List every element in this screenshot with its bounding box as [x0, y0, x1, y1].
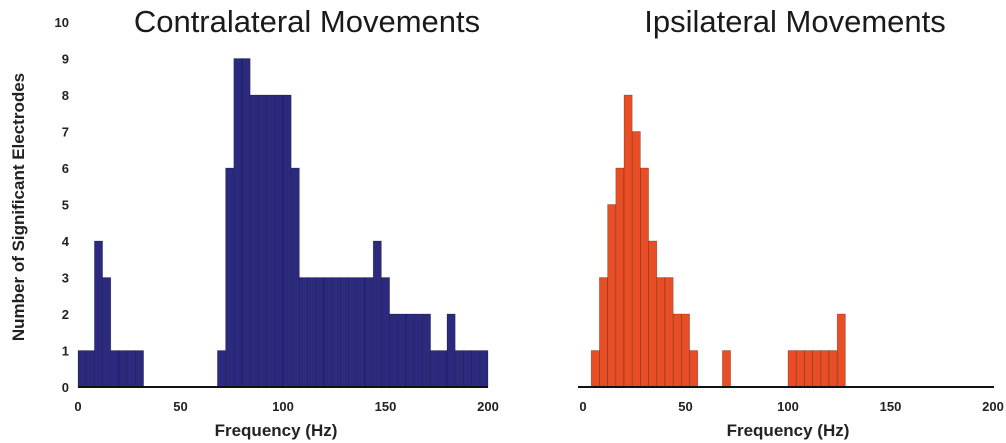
histogram-bar [664, 277, 674, 388]
histogram-bar [323, 277, 333, 388]
x-tick-label: 150 [375, 399, 397, 414]
histogram-bar [274, 94, 284, 388]
histogram-bar [795, 350, 805, 388]
histogram-bar [648, 240, 658, 388]
ipsilateral-bars [590, 94, 846, 388]
y-tick-label: 6 [62, 161, 69, 176]
histogram-bar [102, 277, 112, 388]
histogram-bar [85, 350, 95, 388]
x-tick-label: 50 [173, 399, 187, 414]
x-tick-label: 0 [579, 399, 586, 414]
histogram-bar [307, 277, 317, 388]
histogram-bar [804, 350, 813, 388]
x-tick-label: 200 [477, 399, 499, 414]
y-tick-labels: 0 1 2 3 4 5 6 7 8 9 10 [55, 15, 70, 395]
y-tick-label: 10 [55, 15, 69, 30]
histogram-bar [623, 94, 633, 388]
contralateral-bars [77, 58, 489, 388]
histogram-bar [812, 350, 822, 388]
y-tick-label: 8 [62, 88, 69, 103]
contralateral-x-axis-label: Frequency (Hz) [215, 421, 338, 440]
histogram-bar [422, 313, 431, 388]
histogram-bar [299, 277, 308, 388]
histogram-bar [615, 167, 625, 388]
x-tick-label: 200 [982, 399, 1004, 414]
histogram-bar [599, 277, 608, 388]
ipsilateral-title: Ipsilateral Movements [644, 4, 946, 39]
x-tick-label: 50 [678, 399, 692, 414]
ipsilateral-panel: Ipsilateral Movements Frequency (Hz) 0 50… [578, 4, 1004, 440]
histogram-bar [233, 58, 243, 388]
y-tick-label: 4 [62, 234, 70, 249]
histogram-bar [430, 350, 440, 388]
histogram-bar [266, 94, 276, 388]
x-tick-label: 100 [272, 399, 294, 414]
y-tick-label: 2 [62, 307, 69, 322]
histogram-bar [372, 240, 382, 388]
histogram-bar [607, 204, 617, 388]
histogram-bar [258, 94, 267, 388]
histogram-bar [631, 131, 641, 388]
histogram-bar [471, 350, 481, 388]
histogram-bar [217, 350, 226, 388]
histogram-bar [331, 277, 341, 388]
histogram-bar [640, 167, 649, 388]
histogram-bar [340, 277, 349, 388]
histogram-bar [479, 350, 489, 388]
histogram-bar [681, 313, 690, 388]
y-tick-label: 9 [62, 52, 69, 67]
contralateral-title: Contralateral Movements [134, 4, 480, 39]
histogram-bar [225, 167, 235, 388]
histogram-bar [413, 313, 423, 388]
histogram-bar [405, 313, 415, 388]
histogram-bar [836, 313, 846, 388]
histogram-bar [282, 94, 292, 388]
histogram-bar [110, 350, 120, 388]
y-tick-label: 7 [62, 125, 69, 140]
histogram-bar [348, 277, 358, 388]
y-tick-label: 3 [62, 271, 69, 286]
contralateral-panel: Contralateral Movements Number of Signif… [9, 4, 499, 440]
ipsilateral-x-axis-label: Frequency (Hz) [727, 421, 850, 440]
histogram-bar [126, 350, 136, 388]
histogram-bar [290, 167, 300, 388]
histogram-bar [820, 350, 830, 388]
y-tick-label: 5 [62, 198, 69, 213]
histogram-bar [590, 350, 600, 388]
histogram-bar [315, 277, 325, 388]
y-axis-label: Number of Significant Electrodes [9, 73, 28, 341]
histogram-bar [356, 277, 366, 388]
histogram-bar [241, 58, 251, 388]
histogram-bar [454, 350, 464, 388]
histogram-bar [249, 94, 259, 388]
y-tick-label: 1 [62, 344, 69, 359]
histogram-bar [438, 350, 448, 388]
contralateral-x-tick-labels: 0 50 100 150 200 [74, 399, 498, 414]
histogram-bar [381, 277, 390, 388]
histogram-bar [77, 350, 87, 388]
histogram-bar [722, 350, 731, 388]
histogram-bar [389, 313, 399, 388]
histogram-bar [787, 350, 797, 388]
histogram-bar [118, 350, 128, 388]
histogram-bar [446, 313, 456, 388]
histogram-bar [672, 313, 682, 388]
histogram-bar [828, 350, 838, 388]
histogram-bar [397, 313, 407, 388]
histogram-bar [689, 350, 699, 388]
histogram-bar [656, 277, 666, 388]
histogram-bar [463, 350, 472, 388]
histogram-bar [364, 277, 374, 388]
histogram-bar [94, 240, 103, 388]
y-tick-label: 0 [62, 380, 69, 395]
x-tick-label: 100 [777, 399, 799, 414]
histogram-bar [135, 350, 144, 388]
x-tick-label: 0 [74, 399, 81, 414]
ipsilateral-x-tick-labels: 0 50 100 150 200 [579, 399, 1003, 414]
x-tick-label: 150 [880, 399, 902, 414]
